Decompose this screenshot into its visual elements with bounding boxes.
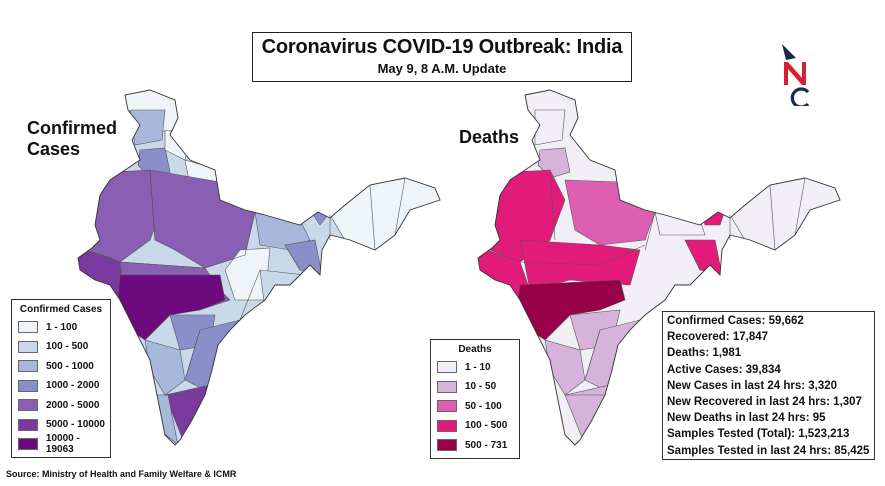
confirmed-map-heading: Confirmed Cases — [27, 118, 117, 159]
confirmed-legend-label: 5000 - 10000 — [46, 419, 105, 430]
confirmed-legend-swatch — [18, 379, 38, 392]
deaths-legend-item: 500 - 731 — [437, 438, 519, 452]
confirmed-legend-swatch — [18, 438, 38, 450]
deaths-legend-label: 1 - 10 — [465, 361, 491, 373]
deaths-legend-label: 100 - 500 — [465, 420, 508, 431]
page-subtitle: May 9, 8 A.M. Update — [377, 61, 507, 76]
title-box: Coronavirus COVID-19 Outbreak: India May… — [252, 32, 632, 82]
confirmed-legend-label: 100 - 500 — [46, 341, 89, 352]
confirmed-legend-label: 500 - 1000 — [46, 360, 94, 372]
confirmed-legend-title: Confirmed Cases — [19, 304, 103, 315]
stat-line: Active Cases: 39,834 — [667, 363, 781, 376]
deaths-legend-swatch — [437, 361, 457, 373]
page-title: Coronavirus COVID-19 Outbreak: India — [261, 36, 623, 58]
confirmed-legend-item: 2000 - 5000 — [18, 398, 110, 412]
deaths-legend: Deaths 1 - 10 10 - 50 50 - 100 100 - 500 500… — [430, 339, 520, 459]
stat-line: Samples Tested in last 24 hrs: 85,425 — [667, 444, 870, 457]
stat-line: New Cases in last 24 hrs: 3,320 — [667, 379, 838, 392]
nc-logo-icon — [782, 44, 810, 106]
confirmed-legend-item: 5000 - 10000 — [18, 418, 110, 432]
deaths-legend-swatch — [437, 380, 457, 393]
confirmed-legend-label: 1000 - 2000 — [46, 380, 100, 391]
confirmed-legend-item: 500 - 1000 — [18, 359, 110, 373]
deaths-legend-item: 10 - 50 — [437, 380, 519, 394]
deaths-legend-swatch — [437, 439, 457, 451]
confirmed-legend-label: 2000 - 5000 — [46, 399, 100, 411]
confirmed-legend-swatch — [18, 418, 38, 431]
confirmed-cases-map — [77, 89, 441, 446]
deaths-legend-swatch — [437, 400, 457, 412]
deaths-legend-item: 100 - 500 — [437, 419, 519, 433]
deaths-legend-label: 50 - 100 — [465, 400, 502, 412]
stats-box: Confirmed Cases: 59,662 Recovered: 17,84… — [662, 311, 875, 460]
deaths-legend-label: 500 - 731 — [465, 439, 508, 451]
deaths-map-heading: Deaths — [459, 127, 520, 147]
confirmed-legend-label: 1 - 100 — [46, 321, 78, 333]
deaths-legend-title: Deaths — [458, 344, 492, 355]
source-note: Source: Ministry of Health and Family We… — [6, 469, 237, 479]
stat-line: Confirmed Cases: 59,662 — [667, 315, 804, 327]
confirmed-legend-swatch — [18, 360, 38, 372]
confirmed-legend-swatch — [18, 340, 38, 353]
confirmed-legend-swatch — [18, 399, 38, 411]
stat-line: Samples Tested (Total): 1,523,213 — [667, 428, 850, 441]
confirmed-legend: Confirmed Cases 1 - 100 100 - 500 500 - 10… — [11, 299, 111, 458]
stat-line: New Recovered in last 24 hrs: 1,307 — [667, 396, 862, 409]
confirmed-legend-item: 10000 - 19063 — [18, 433, 110, 455]
deaths-legend-item: 50 - 100 — [437, 399, 519, 413]
stat-line: Deaths: 1,981 — [667, 347, 742, 360]
confirmed-legend-label: 10000 - 19063 — [45, 433, 80, 455]
confirmed-legend-item: 1 - 100 — [18, 320, 110, 334]
deaths-legend-label: 10 - 50 — [465, 381, 497, 392]
confirmed-legend-item: 1000 - 2000 — [18, 379, 110, 393]
stat-line: Recovered: 17,847 — [667, 331, 769, 344]
deaths-legend-swatch — [437, 419, 457, 432]
confirmed-legend-swatch — [18, 321, 38, 333]
deaths-legend-item: 1 - 10 — [437, 360, 519, 374]
stat-line: New Deaths in last 24 hrs: 95 — [667, 412, 826, 425]
confirmed-legend-item: 100 - 500 — [18, 340, 110, 354]
